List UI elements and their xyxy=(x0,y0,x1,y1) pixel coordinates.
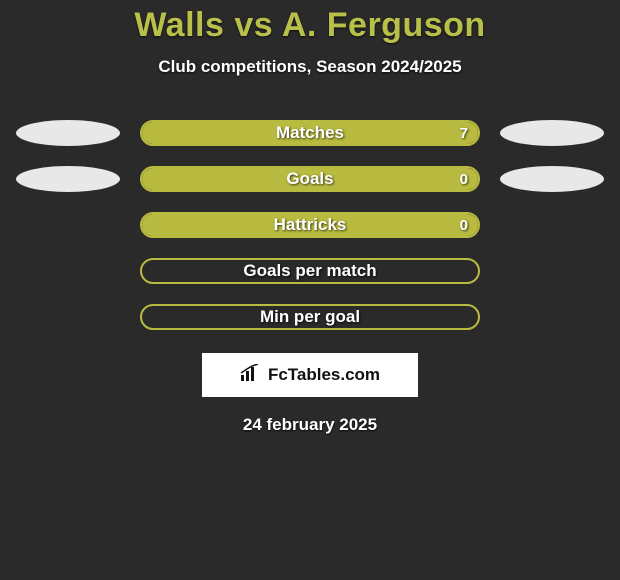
chart-icon xyxy=(240,364,262,387)
brand-badge: FcTables.com xyxy=(202,353,418,397)
stat-row: Hattricks0 xyxy=(0,211,620,239)
stat-bar: Goals per match xyxy=(140,258,480,284)
player-left-ellipse xyxy=(16,120,120,146)
stat-row: Goals per match xyxy=(0,257,620,285)
stat-label: Goals xyxy=(142,168,478,190)
subtitle: Club competitions, Season 2024/2025 xyxy=(0,57,620,77)
player-left-ellipse xyxy=(16,166,120,192)
date-label: 24 february 2025 xyxy=(0,415,620,435)
stat-rows: Matches7Goals0Hattricks0Goals per matchM… xyxy=(0,119,620,331)
stat-label: Hattricks xyxy=(142,214,478,236)
stat-label: Goals per match xyxy=(142,260,478,282)
stat-label: Matches xyxy=(142,122,478,144)
stat-row: Min per goal xyxy=(0,303,620,331)
stat-bar: Min per goal xyxy=(140,304,480,330)
stat-bar: Matches7 xyxy=(140,120,480,146)
comparison-infographic: Walls vs A. Ferguson Club competitions, … xyxy=(0,0,620,435)
stat-bar: Goals0 xyxy=(140,166,480,192)
stat-value: 0 xyxy=(460,168,468,190)
player-right-ellipse xyxy=(500,166,604,192)
stat-value: 7 xyxy=(460,122,468,144)
stat-row: Goals0 xyxy=(0,165,620,193)
player-right-ellipse xyxy=(500,120,604,146)
stat-label: Min per goal xyxy=(142,306,478,328)
page-title: Walls vs A. Ferguson xyxy=(0,6,620,45)
stat-value: 0 xyxy=(460,214,468,236)
brand-text: FcTables.com xyxy=(268,365,380,385)
stat-row: Matches7 xyxy=(0,119,620,147)
stat-bar: Hattricks0 xyxy=(140,212,480,238)
